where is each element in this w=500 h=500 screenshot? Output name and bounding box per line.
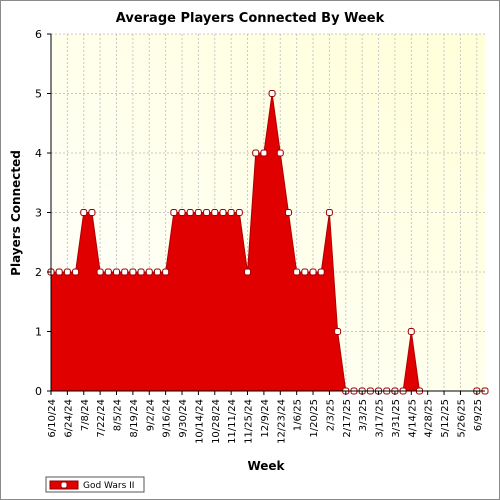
x-tick-label: 4/28/25 — [424, 399, 435, 438]
legend: God Wars II — [45, 476, 145, 493]
data-point — [301, 268, 309, 276]
data-point — [113, 268, 121, 276]
data-point — [104, 268, 112, 276]
x-tick-label: 7/22/24 — [96, 399, 107, 438]
data-point — [170, 209, 178, 216]
x-tick-label: 6/10/24 — [47, 399, 58, 438]
data-point — [334, 328, 342, 335]
data-point — [80, 209, 88, 216]
x-tick-label: 3/3/25 — [358, 399, 369, 431]
x-tick-label: 10/28/24 — [211, 399, 222, 444]
data-point — [260, 149, 268, 157]
x-tick-label: 9/2/24 — [145, 399, 156, 431]
data-point — [235, 209, 243, 216]
data-point — [153, 268, 161, 276]
x-tick-label: 5/12/25 — [440, 399, 451, 438]
data-point — [137, 268, 145, 276]
x-tick-label: 5/26/25 — [456, 399, 467, 438]
data-point — [407, 328, 415, 335]
data-point — [268, 90, 276, 97]
data-point — [55, 268, 63, 276]
data-point — [284, 209, 292, 216]
data-point — [63, 268, 71, 276]
x-tick-label: 9/30/24 — [178, 399, 189, 438]
x-axis-label: Week — [247, 459, 285, 473]
y-tick-label: 1 — [35, 326, 42, 339]
x-tick-label: 2/3/25 — [325, 399, 336, 431]
x-tick-label: 7/8/24 — [80, 399, 91, 431]
data-point — [194, 209, 202, 216]
data-point — [178, 209, 186, 216]
data-point — [325, 209, 333, 216]
data-point — [227, 209, 235, 216]
data-point — [96, 268, 104, 276]
legend-marker — [60, 481, 68, 489]
x-tick-label: 2/17/25 — [342, 399, 353, 438]
x-tick-label: 6/24/24 — [63, 399, 74, 438]
chart-title: Average Players Connected By Week — [116, 11, 385, 26]
x-tick-label: 12/9/24 — [260, 399, 271, 438]
y-tick-label: 0 — [35, 385, 42, 398]
series-area — [51, 93, 420, 391]
data-point — [317, 268, 325, 276]
x-tick-label: 6/9/25 — [473, 399, 484, 431]
y-tick-label: 5 — [35, 88, 42, 101]
y-tick-label: 6 — [35, 28, 42, 41]
data-point — [244, 268, 252, 276]
data-point — [88, 209, 96, 216]
x-tick-label: 10/14/24 — [194, 399, 205, 444]
data-point — [121, 268, 129, 276]
x-tick-label: 8/5/24 — [113, 399, 124, 431]
data-point — [276, 149, 284, 157]
y-tick-label: 2 — [35, 266, 42, 279]
data-point — [293, 268, 301, 276]
y-tick-label: 3 — [35, 207, 42, 220]
x-tick-label: 3/17/25 — [375, 399, 386, 438]
x-tick-label: 1/20/25 — [309, 399, 320, 438]
y-axis-label: Players Connected — [9, 150, 23, 276]
data-point — [162, 268, 170, 276]
data-point — [186, 209, 194, 216]
data-point — [145, 268, 153, 276]
x-tick-label: 9/16/24 — [162, 399, 173, 438]
x-tick-label: 1/6/25 — [293, 399, 304, 431]
data-point — [309, 268, 317, 276]
legend-label: God Wars II — [83, 481, 134, 491]
data-point — [72, 268, 80, 276]
x-tick-label: 11/11/24 — [227, 399, 238, 444]
x-tick-label: 4/14/25 — [407, 399, 418, 438]
data-point — [211, 209, 219, 216]
x-tick-label: 11/25/24 — [244, 399, 255, 444]
data-point — [219, 209, 227, 216]
y-tick-label: 4 — [35, 147, 42, 160]
data-point — [252, 149, 260, 157]
data-point — [129, 268, 137, 276]
x-tick-label: 12/23/24 — [276, 399, 287, 444]
data-point — [203, 209, 211, 216]
x-tick-label: 3/31/25 — [391, 399, 402, 438]
x-tick-label: 8/19/24 — [129, 399, 140, 438]
